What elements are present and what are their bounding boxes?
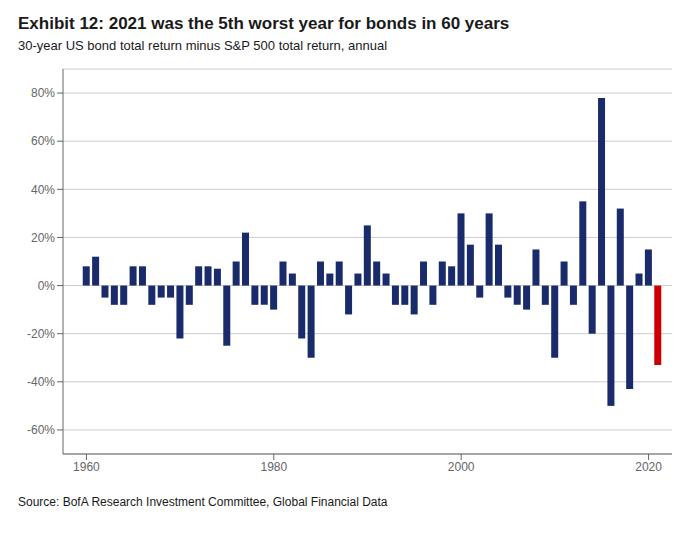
svg-text:60%: 60% <box>31 134 55 148</box>
html-text:Source: BofA Research Investme: Source: BofA Research Investment Committ… <box>18 495 388 509</box>
svg-text:40%: 40% <box>31 183 55 197</box>
svg-text:2000: 2000 <box>448 460 475 474</box>
svg-text:1960: 1960 <box>73 460 100 474</box>
svg-text:2020: 2020 <box>635 460 662 474</box>
svg-text:-60%: -60% <box>27 423 55 437</box>
svg-text:-40%: -40% <box>27 375 55 389</box>
html-text:Exhibit 12: 2021 was the 5th w: Exhibit 12: 2021 was the 5th worst year … <box>18 14 510 33</box>
svg-text:80%: 80% <box>31 86 55 100</box>
svg-text:1980: 1980 <box>260 460 287 474</box>
html-text:30-year US bond total return m: 30-year US bond total return minus S&P 5… <box>18 38 387 53</box>
svg-text:20%: 20% <box>31 231 55 245</box>
svg-text:0%: 0% <box>38 279 56 293</box>
svg-text:-20%: -20% <box>27 327 55 341</box>
